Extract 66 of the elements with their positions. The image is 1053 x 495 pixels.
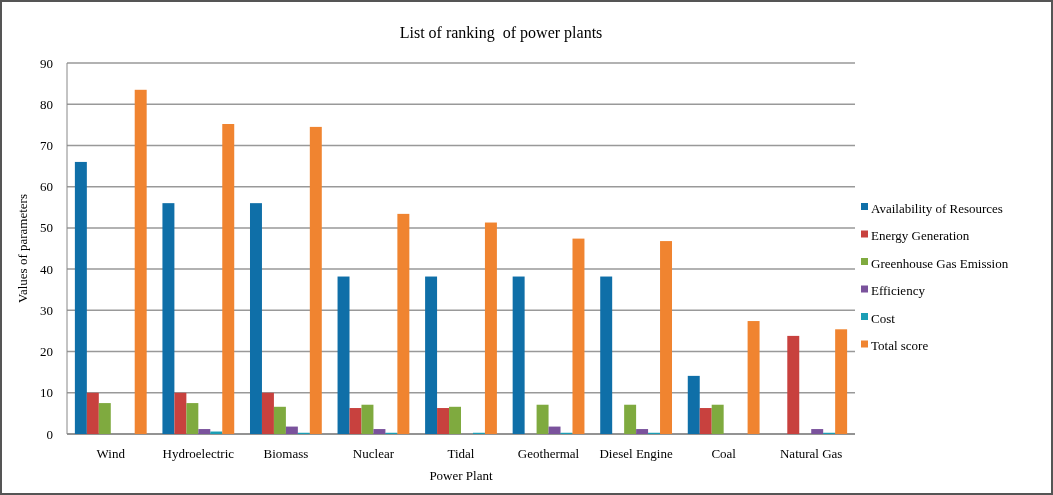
bar	[174, 392, 187, 434]
bar	[437, 408, 450, 434]
bar	[186, 403, 199, 434]
bar	[285, 426, 298, 434]
bar	[512, 276, 525, 434]
x-tick-label: Tidal	[447, 446, 475, 461]
bar	[397, 213, 410, 434]
y-tick-label: 30	[40, 302, 53, 318]
x-tick-label: Nuclear	[352, 446, 395, 461]
y-tick-label: 40	[40, 261, 53, 277]
bar	[711, 404, 724, 434]
y-tick-label: 50	[40, 220, 53, 236]
bar	[484, 222, 497, 434]
bar	[361, 404, 374, 434]
bar	[787, 335, 800, 434]
bar	[86, 392, 99, 434]
bar	[373, 429, 386, 434]
bar	[337, 276, 350, 434]
bar	[349, 408, 362, 434]
x-tick-label: Coal	[711, 446, 737, 461]
y-tick-label: 80	[40, 96, 53, 112]
bar	[198, 429, 211, 434]
bar	[74, 161, 87, 434]
x-axis-title: Power Plant	[429, 468, 493, 483]
bar	[536, 404, 549, 434]
y-tick-label: 60	[40, 179, 53, 195]
bar	[134, 89, 147, 434]
bar	[449, 406, 461, 434]
y-tick-label: 10	[40, 385, 53, 401]
y-tick-label: 90	[40, 55, 53, 71]
chart-title: List of ranking of power plants	[399, 24, 603, 42]
legend-label: Efficiency	[871, 283, 926, 299]
legend-label: Availability of Resources	[871, 200, 1003, 216]
x-tick-label: Wind	[96, 446, 126, 461]
bar	[624, 404, 637, 434]
x-tick-label: Hydroelectric	[162, 446, 235, 461]
x-tick-label: Geothermal	[517, 446, 580, 461]
x-tick-label: Diesel Engine	[599, 446, 673, 461]
bar	[425, 276, 438, 434]
bar	[309, 126, 322, 434]
bar	[811, 429, 824, 434]
bar	[699, 408, 712, 434]
bar	[98, 403, 111, 434]
legend-label: Cost	[871, 310, 896, 326]
legend-label: Total score	[871, 338, 929, 354]
bar	[572, 238, 585, 434]
legend-label: Greenhouse Gas Emission	[871, 255, 1009, 271]
bar	[249, 203, 262, 434]
bar	[548, 426, 561, 434]
y-tick-label: 0	[46, 426, 53, 442]
y-axis-title: Values of parameters	[15, 193, 30, 304]
bar	[636, 429, 649, 434]
bar	[273, 406, 286, 434]
bar	[687, 375, 700, 434]
bar	[835, 329, 848, 434]
bar	[162, 203, 175, 434]
y-tick-label: 20	[40, 344, 53, 360]
bar	[222, 124, 235, 434]
y-tick-label: 70	[40, 137, 53, 153]
bar	[660, 241, 673, 434]
bar	[600, 276, 613, 434]
bar	[261, 392, 274, 434]
legend-label: Energy Generation	[871, 228, 970, 244]
x-tick-label: Biomass	[263, 446, 309, 461]
bar	[747, 321, 760, 434]
x-tick-label: Natural Gas	[780, 446, 843, 461]
